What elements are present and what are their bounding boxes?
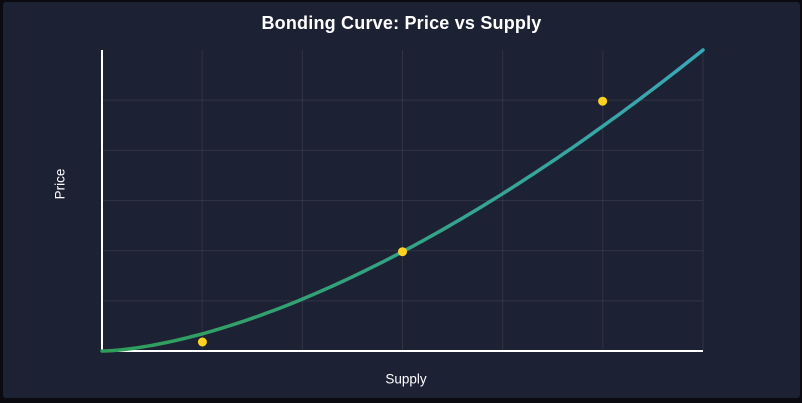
chart-panel: Bonding Curve: Price vs Supply Price Sup… [3, 2, 800, 398]
x-axis-label: Supply [385, 371, 427, 387]
data-point [398, 247, 407, 257]
y-axis-label: Price [52, 168, 68, 200]
data-point [598, 96, 608, 106]
data-point [197, 337, 207, 347]
chart-title: Bonding Curve: Price vs Supply [261, 13, 542, 33]
